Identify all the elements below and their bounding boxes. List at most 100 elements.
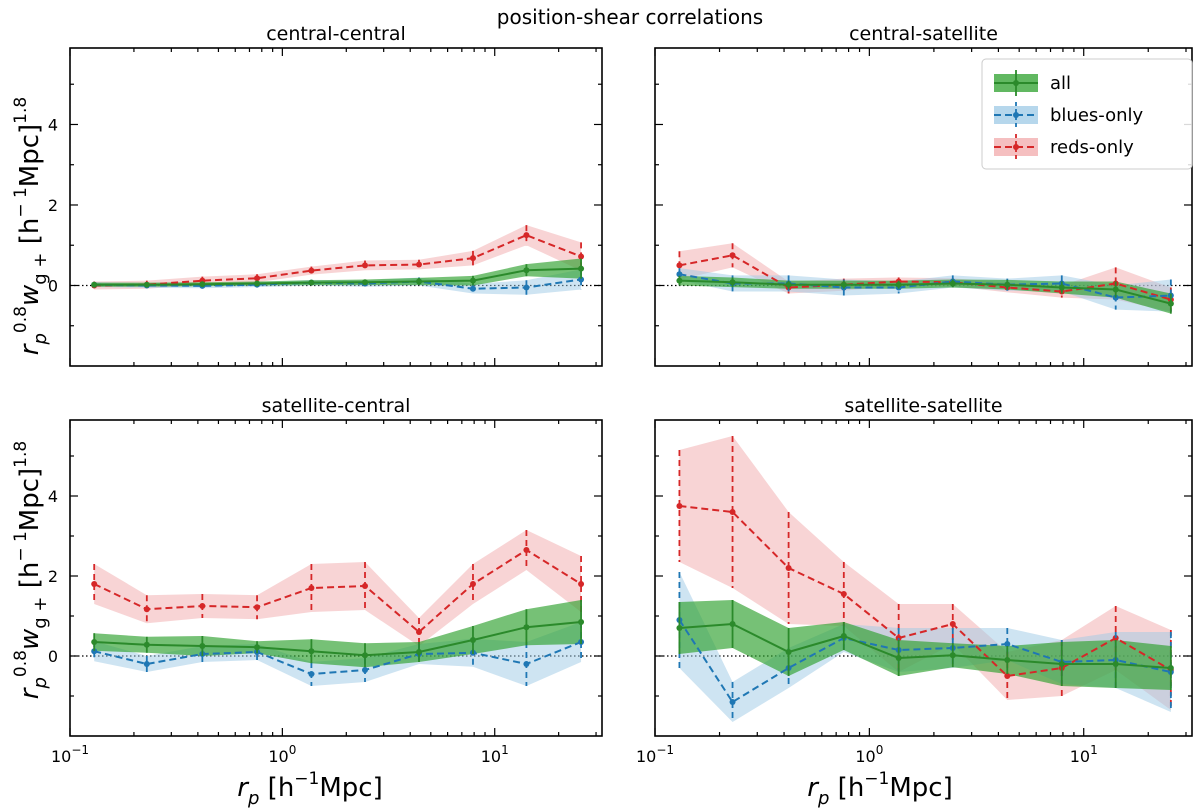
point-blues bbox=[91, 648, 98, 655]
point-reds bbox=[91, 581, 98, 587]
ytick-label: 4 bbox=[48, 487, 58, 506]
point-all bbox=[1058, 661, 1065, 667]
point-all bbox=[1167, 665, 1174, 671]
point-reds bbox=[1004, 673, 1011, 679]
panels: central-central 4 2 0 central-satellite satel… bbox=[48, 23, 1193, 766]
band-reds bbox=[679, 243, 1171, 312]
point-all bbox=[1004, 281, 1011, 288]
point-all bbox=[840, 281, 847, 288]
point-all bbox=[143, 281, 150, 288]
point-reds bbox=[523, 232, 530, 239]
ytick-label: 0 bbox=[48, 276, 58, 295]
point-all bbox=[199, 643, 206, 649]
point-blues bbox=[578, 276, 585, 283]
band-all bbox=[679, 600, 1171, 690]
point-reds bbox=[254, 275, 261, 282]
ytick-label: 2 bbox=[48, 196, 58, 215]
point-reds bbox=[143, 606, 150, 613]
line-reds bbox=[94, 234, 582, 287]
line-all bbox=[679, 622, 1171, 669]
xtick-label: 101 bbox=[1070, 743, 1098, 766]
point-all bbox=[1167, 300, 1174, 307]
line-reds bbox=[679, 254, 1172, 301]
point-all bbox=[785, 281, 792, 288]
point-reds bbox=[254, 604, 261, 611]
point-all bbox=[1112, 661, 1119, 667]
point-all bbox=[362, 279, 369, 286]
point-blues bbox=[676, 271, 683, 278]
point-all bbox=[469, 637, 476, 643]
point-all bbox=[308, 648, 315, 655]
suptitle: position-shear correlations bbox=[497, 5, 763, 29]
axes-frame bbox=[69, 419, 603, 737]
xtick-label: 101 bbox=[481, 743, 509, 766]
line-blues bbox=[93, 641, 582, 676]
point-all bbox=[523, 624, 530, 631]
legend-marker-reds bbox=[1013, 144, 1019, 150]
point-reds bbox=[785, 565, 792, 571]
ylabel-bottom: rp0.8wg + [h− 1Mpc]1.8 bbox=[11, 441, 51, 699]
point-all bbox=[416, 649, 423, 655]
band-reds bbox=[94, 530, 582, 646]
panel-title: satellite-satellite bbox=[844, 395, 1002, 417]
panel-title: central-central bbox=[266, 23, 406, 45]
line-reds bbox=[679, 505, 1172, 678]
xtick-label: 10−1 bbox=[51, 743, 89, 766]
point-all bbox=[1004, 657, 1011, 663]
point-reds bbox=[840, 591, 847, 597]
band-blues bbox=[679, 268, 1171, 312]
point-all bbox=[523, 267, 530, 274]
band-all bbox=[94, 258, 582, 287]
line-all bbox=[679, 279, 1172, 305]
point-all bbox=[469, 277, 476, 284]
point-all bbox=[416, 278, 423, 285]
point-all bbox=[254, 280, 261, 287]
point-all bbox=[254, 644, 261, 651]
point-blues bbox=[1004, 641, 1011, 647]
point-all bbox=[785, 649, 792, 655]
point-blues bbox=[523, 661, 530, 667]
point-blues bbox=[308, 671, 315, 677]
point-all bbox=[143, 641, 150, 648]
axes-frame bbox=[69, 47, 603, 367]
point-reds bbox=[469, 581, 476, 587]
ylabel-top: rp0.8wg + [h− 1Mpc]1.8 bbox=[11, 97, 51, 355]
point-all bbox=[729, 279, 736, 286]
ylabel-text: rp0.8wg + [h− 1Mpc]1.8 bbox=[11, 441, 51, 699]
point-reds bbox=[729, 252, 736, 259]
ytick-label: 4 bbox=[48, 115, 58, 134]
legend-label-reds: reds-only bbox=[1050, 137, 1134, 158]
ylabel-text: rp0.8wg + [h− 1Mpc]1.8 bbox=[11, 97, 51, 355]
point-all bbox=[676, 277, 683, 284]
point-all bbox=[676, 625, 683, 631]
xtick-label: 100 bbox=[855, 743, 883, 766]
point-blues bbox=[362, 667, 369, 673]
band-all bbox=[94, 600, 582, 668]
point-all bbox=[895, 655, 902, 661]
legend: all blues-only reds-only bbox=[981, 58, 1193, 170]
legend-entry-all: all bbox=[994, 70, 1071, 96]
point-blues bbox=[143, 661, 150, 667]
point-reds bbox=[469, 255, 476, 262]
point-reds bbox=[949, 621, 956, 627]
point-blues bbox=[523, 284, 530, 291]
point-all bbox=[578, 619, 585, 625]
band-reds bbox=[94, 225, 582, 290]
panel-satellite-satellite: satellite-satellite 10−1 100 101 bbox=[636, 395, 1193, 766]
point-reds bbox=[729, 509, 736, 515]
point-all bbox=[362, 652, 369, 659]
point-reds bbox=[676, 503, 683, 509]
point-reds bbox=[416, 629, 423, 635]
point-reds bbox=[578, 253, 585, 260]
panel-title: central-satellite bbox=[849, 23, 998, 45]
point-all bbox=[1058, 284, 1065, 291]
point-reds bbox=[308, 585, 315, 591]
point-reds bbox=[362, 583, 369, 589]
point-blues bbox=[729, 699, 736, 705]
line-all bbox=[94, 621, 582, 657]
xlabel-left: rp [h−1Mpc] bbox=[237, 769, 382, 809]
xtick-label: 10−1 bbox=[636, 743, 674, 766]
point-blues bbox=[469, 285, 476, 292]
legend-entry-reds: reds-only bbox=[994, 134, 1134, 160]
